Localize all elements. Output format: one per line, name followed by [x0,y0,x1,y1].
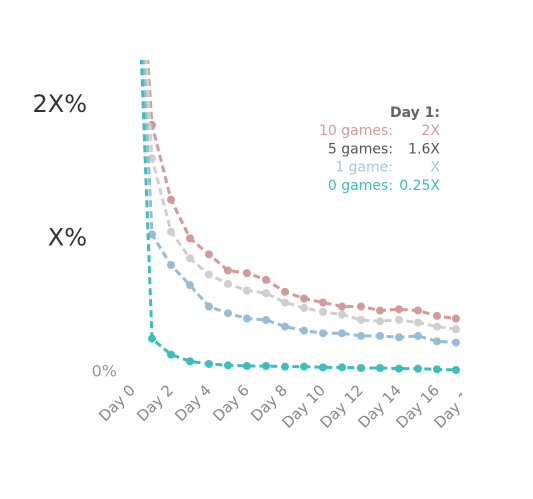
legend-value: 0.25X [399,178,440,194]
plot-area [139,60,460,374]
data-point [167,261,175,270]
data-point [452,338,460,347]
data-point [452,314,460,323]
legend: Day 1: 10 games: 2X 5 games: 1.6X 1 game: X 0 … [319,105,440,194]
y-tick-label: 0% [92,362,117,381]
data-point [376,363,384,372]
data-point [414,318,422,327]
series-line [144,60,457,331]
data-point [224,279,232,288]
data-point [395,333,403,342]
data-point [205,250,213,259]
data-point [414,306,422,315]
legend-label: 1 game: [335,160,393,176]
data-point [338,329,346,338]
data-point [205,302,213,311]
legend-title: Day 1: [390,105,440,121]
data-point [376,306,384,315]
data-point [186,357,194,366]
data-point [281,322,289,331]
x-tick-label: Day 6 [209,381,253,425]
data-point [300,326,308,335]
data-point [262,289,270,298]
data-point [433,337,441,346]
data-point [186,281,194,290]
data-point [205,270,213,279]
y-tick-label: 2X% [32,90,87,118]
x-tick-label: Day 2 [133,381,177,425]
legend-value: 2X [422,123,441,139]
data-point [224,266,232,275]
x-tick-label: Day 18 [430,381,481,432]
data-point [167,227,175,236]
legend-value: X [430,160,440,176]
data-point [148,230,156,239]
data-point [281,298,289,307]
data-point [319,298,327,307]
data-point [262,315,270,324]
data-point [262,275,270,284]
data-point [452,365,460,374]
data-point [300,362,308,371]
series-line [142,60,457,345]
data-point [243,286,251,295]
data-point [357,315,365,324]
data-point [243,361,251,370]
data-point [148,154,156,163]
data-point [414,364,422,373]
data-point [433,365,441,374]
data-point [433,322,441,331]
data-point [186,234,194,243]
data-point [205,359,213,368]
data-point [167,195,175,204]
legend-label: 10 games: [319,123,393,139]
data-point [319,307,327,316]
data-point [262,361,270,370]
data-point [395,364,403,373]
data-point [167,350,175,359]
data-point [338,363,346,372]
data-point [319,329,327,338]
data-point [357,363,365,372]
series-line [146,60,457,321]
data-point [243,269,251,278]
data-point [376,331,384,340]
data-point [243,314,251,323]
y-tick-label: X% [48,223,87,251]
data-point [224,309,232,318]
legend-label: 0 games: [328,178,393,194]
data-point [395,315,403,324]
data-point [186,254,194,263]
data-point [357,302,365,311]
data-point [414,331,422,340]
data-point [452,325,460,334]
data-point [281,287,289,296]
legend-value: 1.6X [408,141,440,157]
data-point [433,311,441,320]
data-point [357,331,365,340]
data-point [376,317,384,326]
data-point [300,303,308,312]
data-point [395,305,403,314]
data-point [319,363,327,372]
data-point [148,334,156,343]
data-point [300,294,308,303]
legend-label: 5 games: [328,141,393,157]
data-point [281,362,289,371]
data-point [338,310,346,319]
x-tick-label: Day 4 [171,381,215,425]
data-point [224,361,232,370]
x-tick-label: Day 0 [95,381,139,425]
data-point [338,302,346,311]
y-axis: 0% X% 2X% [32,90,117,381]
